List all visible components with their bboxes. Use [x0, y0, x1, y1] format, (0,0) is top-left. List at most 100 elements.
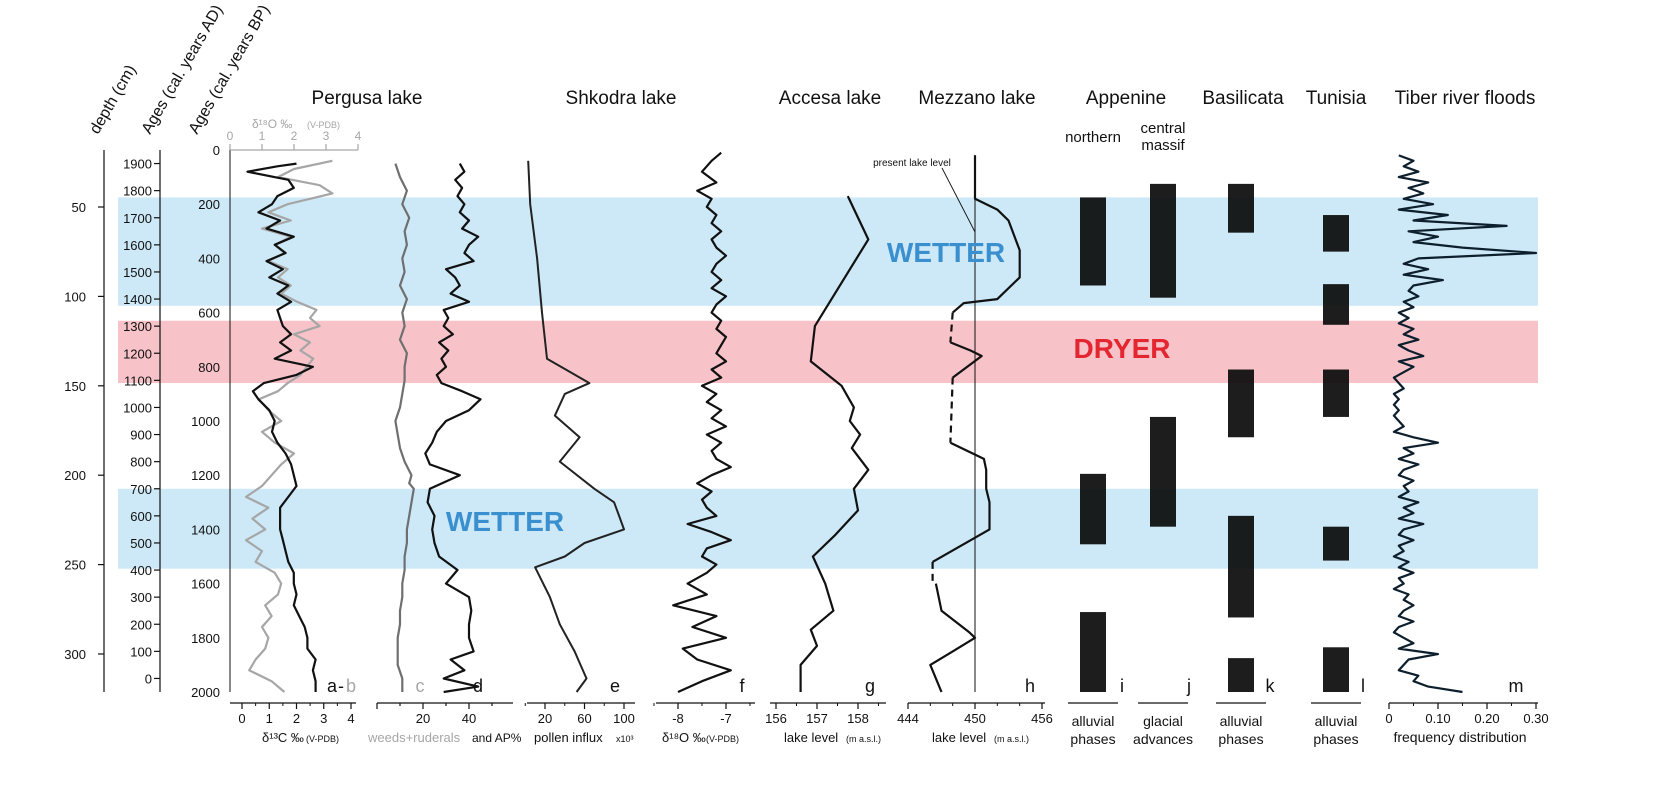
phase-bar-i	[1080, 612, 1106, 692]
panel-a-tick-label: 1	[266, 711, 273, 726]
site-title: Appenine	[1086, 88, 1166, 109]
band-wet-2	[118, 488, 1538, 569]
present-lake-level-label: present lake level	[873, 158, 951, 169]
panel-letter-m: m	[1509, 676, 1524, 696]
panel-b-top-tick-label: 4	[355, 129, 362, 143]
ad-tick-label: 0	[145, 671, 152, 686]
series-weeds-ruderals	[394, 163, 415, 692]
depth-tick-label: 150	[64, 379, 86, 394]
panel-g-tick-label: 156	[765, 711, 787, 726]
site-title: Accesa lake	[779, 88, 881, 109]
series-mezzano_level_4	[929, 583, 977, 693]
depth-tick-label: 300	[64, 647, 86, 662]
panel-l-xlabel-1: alluvial	[1315, 713, 1358, 729]
ad-tick-label: 1700	[123, 211, 152, 226]
ad-tick-label: 1100	[124, 373, 152, 388]
panel-letter-k: k	[1266, 676, 1276, 696]
depth-tick-label: 250	[64, 558, 86, 573]
panel-cd-tick-label: 20	[416, 711, 430, 726]
site-title: Tiber river floods	[1395, 88, 1536, 109]
panel-m-xlabel: frequency distribution	[1393, 729, 1526, 745]
panel-e-xlabel-unit: x10³	[616, 734, 634, 744]
site-title: Basilicata	[1202, 88, 1284, 109]
panel-g-tick-label: 157	[806, 711, 828, 726]
phase-bar-j	[1150, 416, 1176, 527]
present-lake-level-leader	[941, 167, 976, 233]
panel-letter-h: h	[1025, 676, 1035, 696]
phase-bar-j	[1150, 183, 1176, 298]
panel-h-xlabel-sub: (m a.s.l.)	[994, 734, 1029, 744]
subtitle-northern: northern	[1065, 129, 1121, 146]
panel-a-tick-label: 3	[320, 711, 327, 726]
panel-m-tick-label: 0	[1385, 711, 1392, 726]
ad-tick-label: 800	[130, 455, 152, 470]
depth-axis-label: depth (cm)	[87, 62, 140, 137]
subtitle-central: central	[1140, 120, 1185, 137]
phase-bar-l	[1323, 647, 1349, 692]
ad-tick-label: 1800	[123, 184, 152, 199]
panel-i-xlabel-2: phases	[1070, 731, 1115, 747]
depth-tick-label: 200	[64, 468, 86, 483]
panel-h-tick-label: 444	[897, 711, 919, 726]
ad-tick-label: 1500	[123, 265, 152, 280]
series-mezzano_gap_2	[949, 377, 954, 443]
panel-letter-i: i	[1120, 676, 1124, 696]
bp-tick-label: 400	[198, 251, 220, 266]
panel-letter-sep: -	[338, 676, 344, 696]
ad-tick-label: 200	[130, 617, 152, 632]
panel-g-xlabel: lake level	[784, 730, 838, 745]
band-dry-1	[118, 320, 1538, 384]
panel-b-top-tick-label: 0	[227, 129, 234, 143]
phase-bar-l	[1323, 526, 1349, 561]
panel-e-tick-label: 60	[577, 711, 591, 726]
panel-letter-g: g	[865, 676, 875, 696]
band-wet-0	[118, 197, 1538, 306]
panel-k-xlabel-2: phases	[1218, 731, 1263, 747]
ad-tick-label: 300	[130, 590, 152, 605]
series-pollen-influx	[527, 160, 625, 693]
data-series	[244, 151, 1538, 694]
series-mezzano_gap_1	[949, 312, 954, 343]
panel-m-tick-label: 0.10	[1425, 711, 1450, 726]
series-d13C-pergusa	[246, 162, 317, 692]
bp-tick-label: 200	[198, 197, 220, 212]
panel-f-tick-label: -7	[720, 711, 732, 726]
panel-letter-c: c	[416, 676, 425, 696]
panel-l-xlabel-2: phases	[1313, 731, 1358, 747]
panel-g-tick-label: 158	[847, 711, 869, 726]
panel-m-tick-label: 0.20	[1474, 711, 1499, 726]
series-mezzano_level	[951, 155, 1021, 314]
panel-b-top-label-sub: (V-PDB)	[307, 120, 340, 130]
phase-bar-k	[1228, 515, 1254, 618]
panel-f-xlabel-sub: (V-PDB)	[706, 734, 739, 744]
panel-j-xlabel-1: glacial	[1143, 713, 1183, 729]
bp-tick-label: 0	[213, 143, 220, 158]
ad-axis-label: Ages (cal. years AD)	[139, 2, 227, 137]
axes	[98, 144, 1538, 709]
panel-j-xlabel-2: advances	[1133, 731, 1193, 747]
phase-bar-i	[1080, 473, 1106, 545]
panel-b-top-tick-label: 2	[291, 129, 298, 143]
dryer-label: DRYER	[1074, 333, 1171, 364]
depth-tick-label: 50	[72, 200, 86, 215]
panel-letter-d: d	[473, 676, 483, 696]
phase-bar-l	[1323, 215, 1349, 252]
panel-b-top-tick-label: 1	[259, 129, 266, 143]
ad-tick-label: 700	[130, 482, 152, 497]
site-title: Shkodra lake	[566, 88, 677, 109]
ad-tick-label: 1400	[123, 292, 152, 307]
wetter-label-upper: WETTER	[887, 237, 1005, 268]
phase-bar-k	[1228, 658, 1254, 692]
ad-tick-label: 1900	[123, 157, 152, 172]
bp-tick-label: 600	[198, 306, 220, 321]
site-title: Tunisia	[1306, 88, 1367, 109]
series-AP	[424, 163, 482, 694]
phase-bar-l	[1323, 284, 1349, 325]
panel-letter-b: b	[346, 676, 356, 696]
panel-a-xlabel-sub: (V-PDB)	[306, 734, 339, 744]
bp-tick-label: 1000	[191, 414, 220, 429]
ad-tick-label: 1000	[123, 400, 152, 415]
panel-e-tick-label: 20	[538, 711, 552, 726]
ad-tick-label: 1600	[123, 238, 152, 253]
panel-a-tick-label: 0	[238, 711, 245, 726]
